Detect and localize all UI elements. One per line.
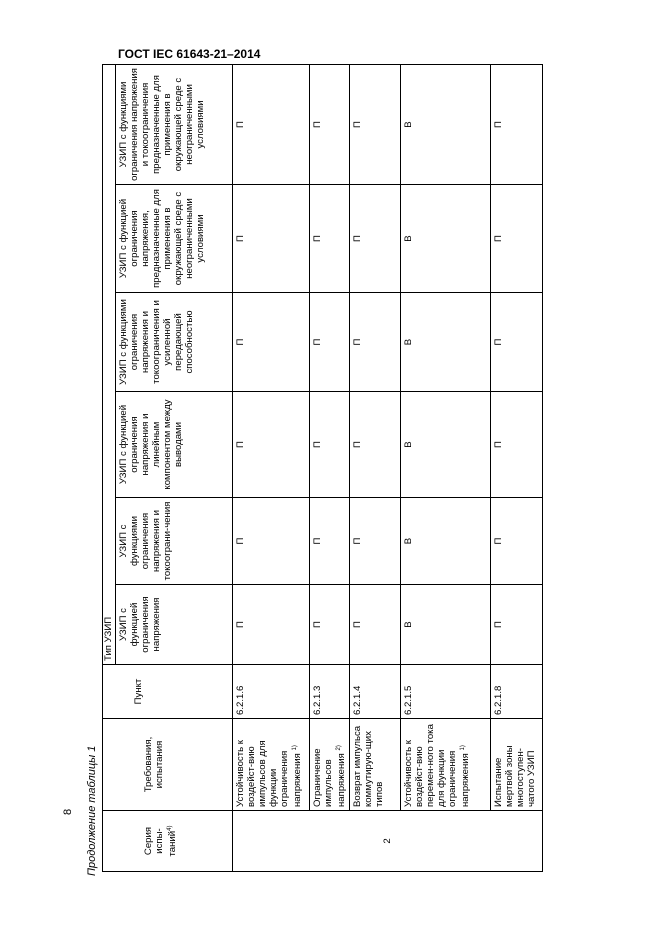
header-type-group: Тип УЗИП — [102, 64, 116, 665]
table-row: Устойчивость к воздейст-вию перемен-ного… — [400, 64, 491, 871]
value-cell: П — [349, 64, 401, 185]
document-header: ГОСТ IEC 61643-21–2014 — [118, 47, 261, 61]
value-cell: П — [349, 584, 401, 665]
value-cell: П — [490, 184, 543, 293]
value-cell: П — [349, 184, 401, 293]
table-caption: Продолжение таблицы 1 — [86, 745, 98, 876]
requirement-text: Возврат импульса коммутирую-щих типов — [352, 725, 385, 807]
requirement-text: Ограничение импульсов напряжения — [312, 748, 347, 807]
table-row: 2 Устойчивость к воздейст-вию импульсов д… — [232, 64, 543, 872]
header-requirements: Требования, испытания — [102, 718, 233, 811]
header-type-5: УЗИП с функцией ограничения напряжения, … — [115, 184, 233, 293]
clause-cell: 6.2.1.3 — [309, 664, 350, 719]
value-cell: В — [400, 292, 491, 392]
value-cell: П — [490, 497, 543, 585]
value-cell: В — [400, 497, 491, 585]
value-cell: П — [349, 497, 401, 585]
requirement-cell: Устойчивость к воздейст-вию перемен-ного… — [400, 718, 491, 811]
value-cell: П — [232, 497, 310, 585]
requirement-cell: Возврат импульса коммутирую-щих типов — [349, 718, 401, 811]
clause-cell: 6.2.1.8 — [490, 664, 543, 719]
requirement-text: Устойчивость к воздейст-вию перемен-ного… — [403, 724, 471, 807]
requirement-cell: Испытание мертвой зоны многоступен-чатог… — [490, 718, 543, 811]
value-cell: П — [232, 64, 310, 185]
header-clause: Пункт — [102, 664, 233, 719]
value-cell: В — [400, 584, 491, 665]
value-cell: П — [349, 391, 401, 498]
value-cell: П — [309, 184, 350, 293]
series-value: 2 — [232, 810, 543, 872]
value-cell: П — [232, 292, 310, 392]
value-cell: В — [400, 391, 491, 498]
table-row: Возврат импульса коммутирую-щих типов 6.2… — [349, 64, 401, 871]
value-cell: П — [490, 64, 543, 185]
value-cell: П — [490, 391, 543, 498]
table-row: Испытание мертвой зоны многоступен-чатог… — [490, 64, 543, 871]
clause-cell: 6.2.1.4 — [349, 664, 401, 719]
requirement-cell: Ограничение импульсов напряжения 2) — [309, 718, 350, 811]
value-cell: П — [309, 391, 350, 498]
table-row: Ограничение импульсов напряжения 2) 6.2.1… — [309, 64, 350, 871]
page-number: 8 — [62, 808, 74, 815]
clause-cell: 6.2.1.5 — [400, 664, 491, 719]
footnote-ref: 1) — [460, 745, 466, 751]
footnote-ref: 1) — [292, 745, 298, 751]
value-cell: П — [349, 292, 401, 392]
header-type-3: УЗИП с функцией ограничения напряжения и… — [115, 391, 233, 498]
value-cell: П — [232, 584, 310, 665]
value-cell: В — [400, 184, 491, 293]
value-cell: П — [232, 391, 310, 498]
header-type-2: УЗИП с функциями ограничения напряжения … — [115, 497, 233, 585]
header-type-4: УЗИП с функциями ограничения напряжения … — [115, 292, 233, 392]
header-series: Серия испы-таний4) — [102, 810, 233, 872]
header-type-6: УЗИП с функциями ограничения напряжения … — [115, 64, 233, 185]
value-cell: П — [490, 584, 543, 665]
value-cell: П — [232, 184, 310, 293]
clause-cell: 6.2.1.6 — [232, 664, 310, 719]
value-cell: П — [309, 64, 350, 185]
requirement-cell: Устойчивость к воздейст-вию импульсов дл… — [232, 718, 310, 811]
value-cell: П — [490, 292, 543, 392]
value-cell: В — [400, 64, 491, 185]
requirements-table: Серия испы-таний4) Требования, испытания… — [102, 64, 543, 872]
header-type-1: УЗИП с функцией ограничения напряжения — [115, 584, 233, 665]
value-cell: П — [309, 497, 350, 585]
footnote-ref: 2) — [336, 745, 342, 751]
requirement-text: Испытание мертвой зоны многоступен-чатог… — [493, 745, 537, 807]
value-cell: П — [309, 292, 350, 392]
value-cell: П — [309, 584, 350, 665]
